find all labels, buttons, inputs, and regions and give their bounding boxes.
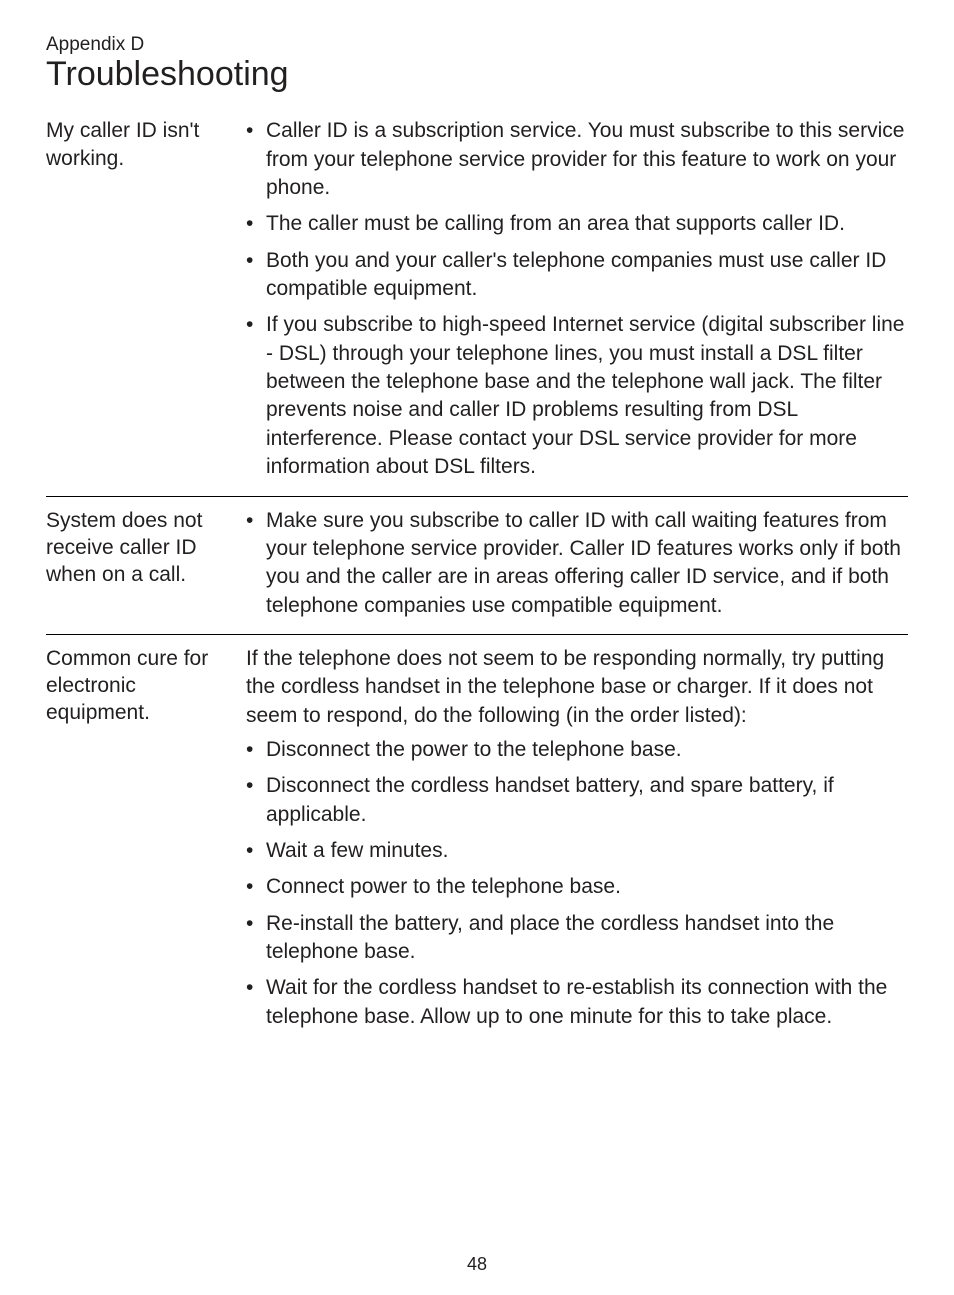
troubleshooting-section: System does not receive caller ID when o…	[46, 497, 908, 635]
issue-content: •Caller ID is a subscription service. Yo…	[246, 117, 908, 481]
list-item-text: Disconnect the cordless handset battery,…	[266, 772, 908, 829]
list-item-text: Caller ID is a subscription service. You…	[266, 117, 908, 202]
bullet-list: •Make sure you subscribe to caller ID wi…	[246, 507, 908, 620]
list-item: •Make sure you subscribe to caller ID wi…	[246, 507, 908, 620]
appendix-label: Appendix D	[46, 34, 908, 56]
list-item-text: The caller must be calling from an area …	[266, 210, 908, 238]
bullet-icon: •	[246, 736, 266, 764]
list-item: •Re-install the battery, and place the c…	[246, 910, 908, 967]
bullet-icon: •	[246, 873, 266, 901]
list-item: •Disconnect the cordless handset battery…	[246, 772, 908, 829]
list-item: •Wait a few minutes.	[246, 837, 908, 865]
bullet-icon: •	[246, 117, 266, 202]
list-item-text: Wait a few minutes.	[266, 837, 908, 865]
issue-label: My caller ID isn't working.	[46, 117, 246, 481]
list-item: •Both you and your caller's telephone co…	[246, 247, 908, 304]
list-item-text: Make sure you subscribe to caller ID wit…	[266, 507, 908, 620]
bullet-icon: •	[246, 507, 266, 620]
list-item: •Caller ID is a subscription service. Yo…	[246, 117, 908, 202]
list-item: •Connect power to the telephone base.	[246, 873, 908, 901]
list-item-text: If you subscribe to high-speed Internet …	[266, 311, 908, 481]
list-item: •If you subscribe to high-speed Internet…	[246, 311, 908, 481]
bullet-icon: •	[246, 772, 266, 829]
troubleshooting-section: Common cure for electronic equipment.If …	[46, 635, 908, 1045]
list-item-text: Both you and your caller's telephone com…	[266, 247, 908, 304]
intro-text: If the telephone does not seem to be res…	[246, 645, 908, 730]
list-item-text: Re-install the battery, and place the co…	[266, 910, 908, 967]
issue-label: Common cure for electronic equipment.	[46, 645, 246, 1031]
list-item: •The caller must be calling from an area…	[246, 210, 908, 238]
page-title: Troubleshooting	[46, 56, 908, 93]
bullet-list: •Disconnect the power to the telephone b…	[246, 736, 908, 1031]
bullet-icon: •	[246, 837, 266, 865]
issue-content: If the telephone does not seem to be res…	[246, 645, 908, 1031]
troubleshooting-section: My caller ID isn't working.•Caller ID is…	[46, 107, 908, 496]
list-item-text: Wait for the cordless handset to re-esta…	[266, 974, 908, 1031]
bullet-icon: •	[246, 247, 266, 304]
page-number: 48	[0, 1254, 954, 1275]
issue-content: •Make sure you subscribe to caller ID wi…	[246, 507, 908, 620]
bullet-list: •Caller ID is a subscription service. Yo…	[246, 117, 908, 481]
list-item: •Wait for the cordless handset to re-est…	[246, 974, 908, 1031]
list-item-text: Disconnect the power to the telephone ba…	[266, 736, 908, 764]
page-container: Appendix D Troubleshooting My caller ID …	[0, 0, 954, 1295]
bullet-icon: •	[246, 311, 266, 481]
bullet-icon: •	[246, 974, 266, 1031]
bullet-icon: •	[246, 210, 266, 238]
list-item-text: Connect power to the telephone base.	[266, 873, 908, 901]
sections-container: My caller ID isn't working.•Caller ID is…	[46, 107, 908, 1045]
bullet-icon: •	[246, 910, 266, 967]
issue-label: System does not receive caller ID when o…	[46, 507, 246, 620]
list-item: •Disconnect the power to the telephone b…	[246, 736, 908, 764]
